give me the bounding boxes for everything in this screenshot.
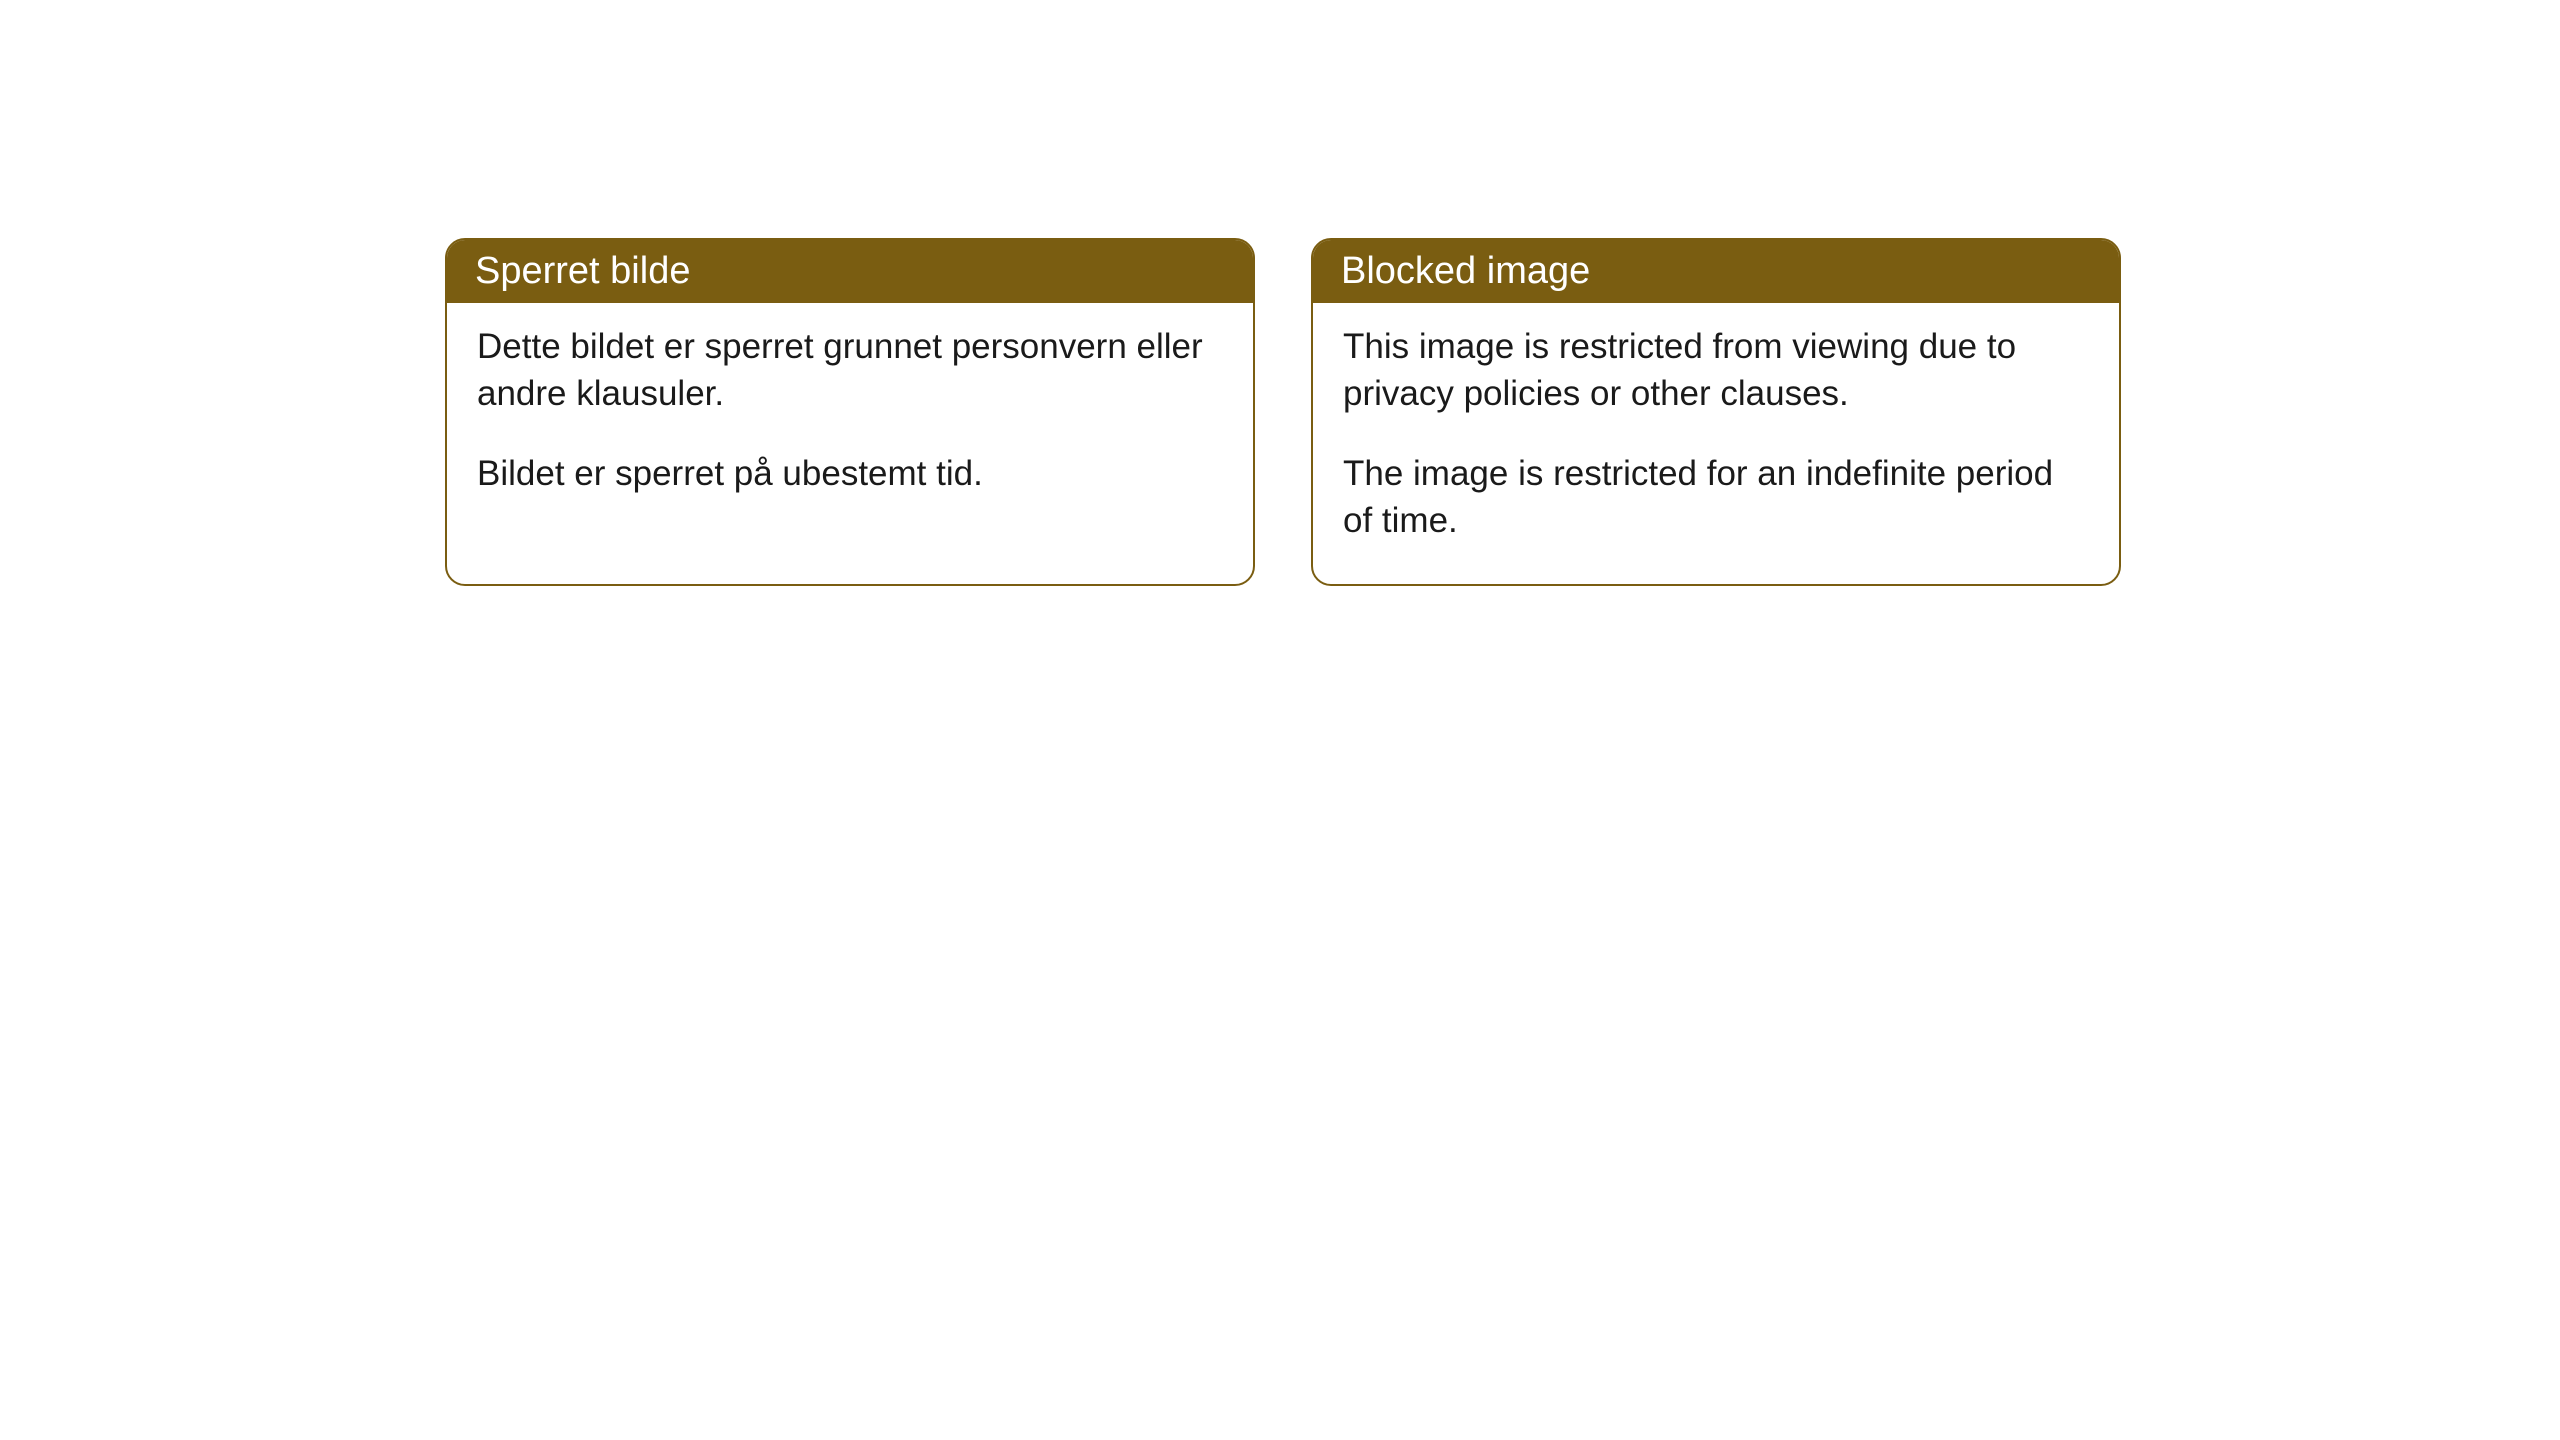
blocked-image-card-no: Sperret bilde Dette bildet er sperret gr… bbox=[445, 238, 1255, 586]
card-para1-en: This image is restricted from viewing du… bbox=[1343, 323, 2089, 418]
card-para2-en: The image is restricted for an indefinit… bbox=[1343, 450, 2089, 545]
card-title-no: Sperret bilde bbox=[475, 250, 690, 292]
card-header-en: Blocked image bbox=[1313, 240, 2119, 303]
notice-cards-container: Sperret bilde Dette bildet er sperret gr… bbox=[445, 238, 2121, 586]
card-body-en: This image is restricted from viewing du… bbox=[1313, 303, 2119, 584]
card-header-no: Sperret bilde bbox=[447, 240, 1253, 303]
card-para2-no: Bildet er sperret på ubestemt tid. bbox=[477, 450, 1223, 497]
card-title-en: Blocked image bbox=[1341, 250, 1590, 292]
card-para1-no: Dette bildet er sperret grunnet personve… bbox=[477, 323, 1223, 418]
blocked-image-card-en: Blocked image This image is restricted f… bbox=[1311, 238, 2121, 586]
card-body-no: Dette bildet er sperret grunnet personve… bbox=[447, 303, 1253, 537]
